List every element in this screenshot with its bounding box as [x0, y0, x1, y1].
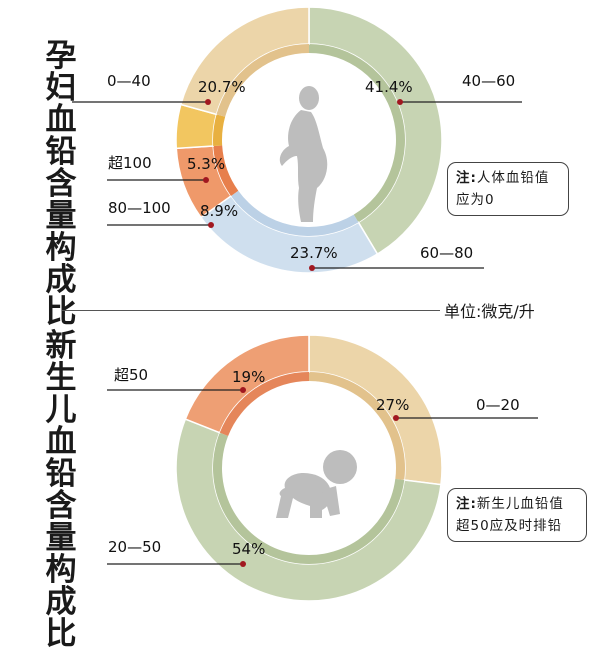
- note-pregnant-text: 人体血铅值应为0: [456, 170, 550, 208]
- value-label-20-50: 54%: [232, 540, 265, 558]
- category-label-60-80: 60—80: [420, 244, 473, 262]
- leader-dot-40-60: [397, 99, 403, 105]
- category-label-0-40: 0—40: [107, 72, 151, 90]
- donut-newborn: 27% 0—20 54% 20—50 19% 超50: [107, 334, 538, 602]
- chart-title-pregnant: 孕妇血铅含量构成比: [45, 38, 77, 330]
- leader-dot-80-100: [208, 222, 214, 228]
- section-divider: [62, 310, 440, 311]
- leader-dot-0-40: [205, 99, 211, 105]
- value-label-50: 19%: [232, 368, 265, 386]
- leader-dot-50: [240, 387, 246, 393]
- slice-inner-60-80: [230, 190, 359, 236]
- category-label-40-60: 40—60: [462, 72, 515, 90]
- chart-title-newborn: 新生儿血铅含量构成比: [45, 328, 77, 652]
- value-label-80-100: 8.9%: [200, 202, 238, 220]
- value-label-40-60: 41.4%: [365, 78, 413, 96]
- slice-inner-50: [219, 372, 309, 436]
- unit-label: 单位:微克/升: [444, 302, 535, 321]
- slice-inner-0-20: [309, 372, 405, 481]
- note-pregnant-head: 注:: [456, 170, 477, 186]
- category-label-80-100: 80—100: [108, 199, 171, 217]
- leader-dot-100: [203, 177, 209, 183]
- value-label-60-80: 23.7%: [290, 244, 338, 262]
- donut-pregnant: 20.7% 0—40 41.4% 40—60 23.7% 60—80 8.9% 80—100 5…: [72, 6, 522, 274]
- value-label-0-40: 20.7%: [198, 78, 246, 96]
- pregnant-woman-icon: [279, 86, 328, 222]
- slice-inner-0-40: [216, 44, 309, 117]
- value-label-100: 5.3%: [187, 155, 225, 173]
- note-newborn-text: 新生儿血铅值超50应及时排铅: [456, 496, 564, 534]
- slice-inner-100: [213, 114, 226, 147]
- donut-charts: 20.7% 0—40 41.4% 40—60 23.7% 60—80 8.9% 80—100 5…: [72, 6, 538, 602]
- slice-0-40: [179, 6, 310, 116]
- category-label-100: 超100: [108, 154, 152, 172]
- slice-inner-40-60: [309, 43, 406, 223]
- note-pregnant: 注:人体血铅值应为0: [447, 162, 569, 216]
- category-label-50: 超50: [114, 366, 148, 384]
- category-label-0-20: 0—20: [476, 396, 520, 414]
- crawling-baby-icon: [276, 450, 357, 518]
- value-label-0-20: 27%: [376, 396, 409, 414]
- category-label-20-50: 20—50: [108, 538, 161, 556]
- slice-40-60: [308, 6, 443, 256]
- leader-dot-0-20: [393, 415, 399, 421]
- leader-dot-60-80: [309, 265, 315, 271]
- note-newborn-head: 注:: [456, 496, 477, 512]
- note-newborn: 注:新生儿血铅值超50应及时排铅: [447, 488, 587, 542]
- slice-inner-80-100: [213, 145, 239, 196]
- leader-dot-20-50: [240, 561, 246, 567]
